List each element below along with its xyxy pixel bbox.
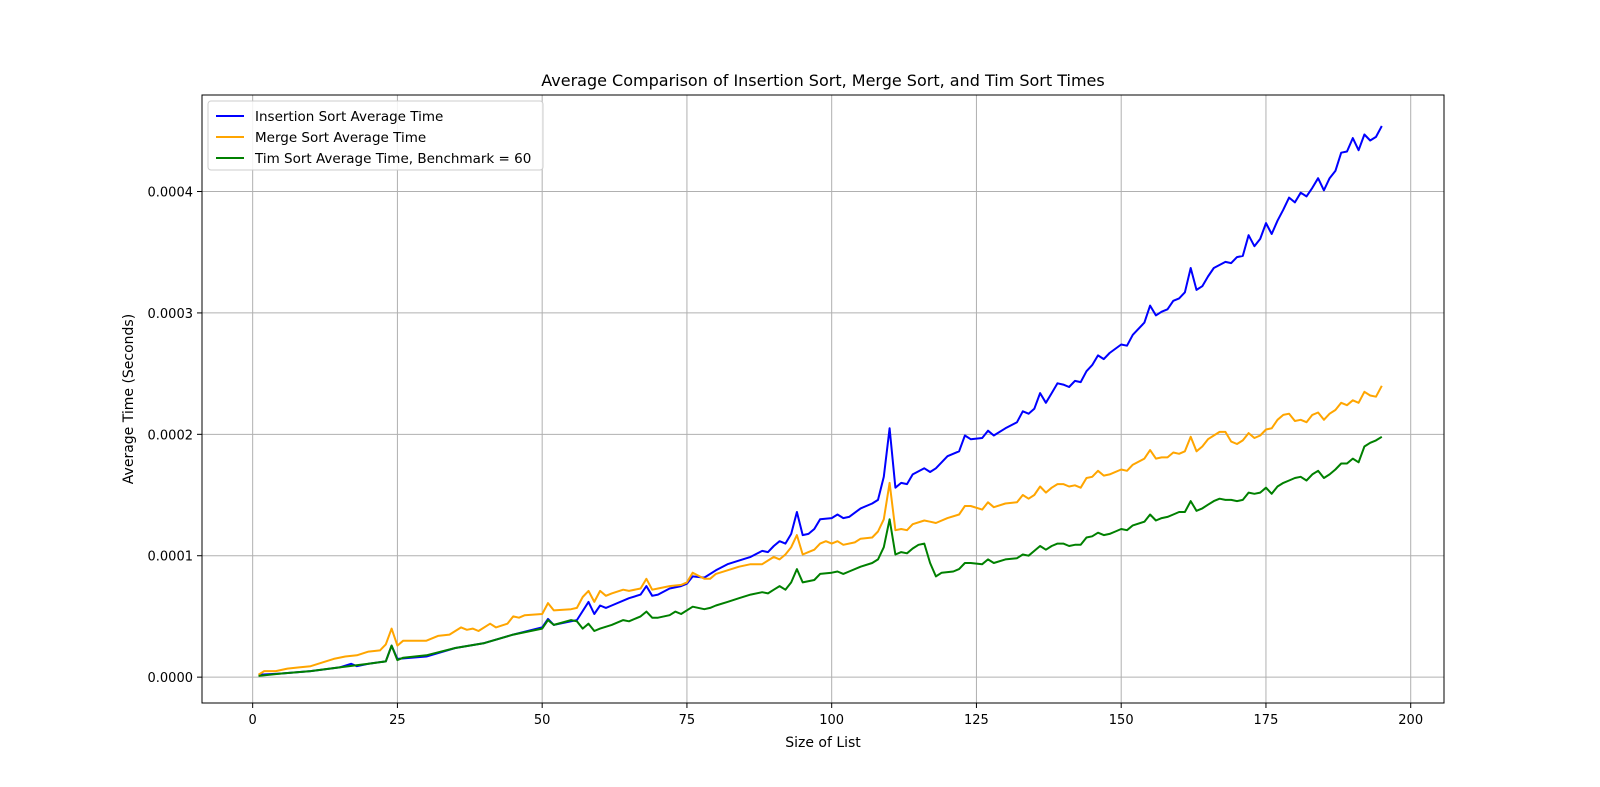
chart-title: Average Comparison of Insertion Sort, Me… bbox=[541, 71, 1104, 90]
x-tick-label: 175 bbox=[1254, 713, 1279, 728]
legend: Insertion Sort Average Time Merge Sort Av… bbox=[207, 100, 544, 171]
series-line-1 bbox=[257, 385, 1383, 676]
x-axis-label: Size of List bbox=[785, 735, 861, 751]
legend-label-0: Insertion Sort Average Time bbox=[255, 109, 443, 125]
x-axis: 0 25 50 75 100 125 150 175 200 bbox=[249, 703, 1423, 728]
series-line-0 bbox=[258, 125, 1383, 676]
y-tick-label: 0.0001 bbox=[148, 550, 194, 565]
y-axis-label: Average Time (Seconds) bbox=[121, 314, 137, 484]
y-tick-label: 0.0004 bbox=[148, 186, 194, 201]
grid bbox=[202, 95, 1444, 703]
legend-label-2: Tim Sort Average Time, Benchmark = 60 bbox=[254, 151, 531, 167]
legend-label-1: Merge Sort Average Time bbox=[255, 130, 426, 146]
y-tick-label: 0.0003 bbox=[148, 307, 194, 322]
x-tick-label: 75 bbox=[679, 713, 696, 728]
x-tick-label: 50 bbox=[534, 713, 551, 728]
x-tick-label: 200 bbox=[1398, 713, 1423, 728]
y-tick-label: 0.0000 bbox=[148, 671, 194, 686]
x-tick-label: 100 bbox=[819, 713, 844, 728]
series-layer bbox=[257, 125, 1383, 677]
series-line-2 bbox=[258, 435, 1383, 677]
y-tick-label: 0.0002 bbox=[148, 428, 194, 443]
legend-box bbox=[207, 100, 544, 171]
x-tick-label: 125 bbox=[964, 713, 989, 728]
x-tick-label: 150 bbox=[1109, 713, 1134, 728]
plot-frame bbox=[201, 94, 1445, 704]
x-tick-label: 25 bbox=[389, 713, 406, 728]
y-axis: 0.0000 0.0001 0.0002 0.0003 0.0004 bbox=[148, 186, 202, 686]
x-tick-label: 0 bbox=[249, 713, 257, 728]
